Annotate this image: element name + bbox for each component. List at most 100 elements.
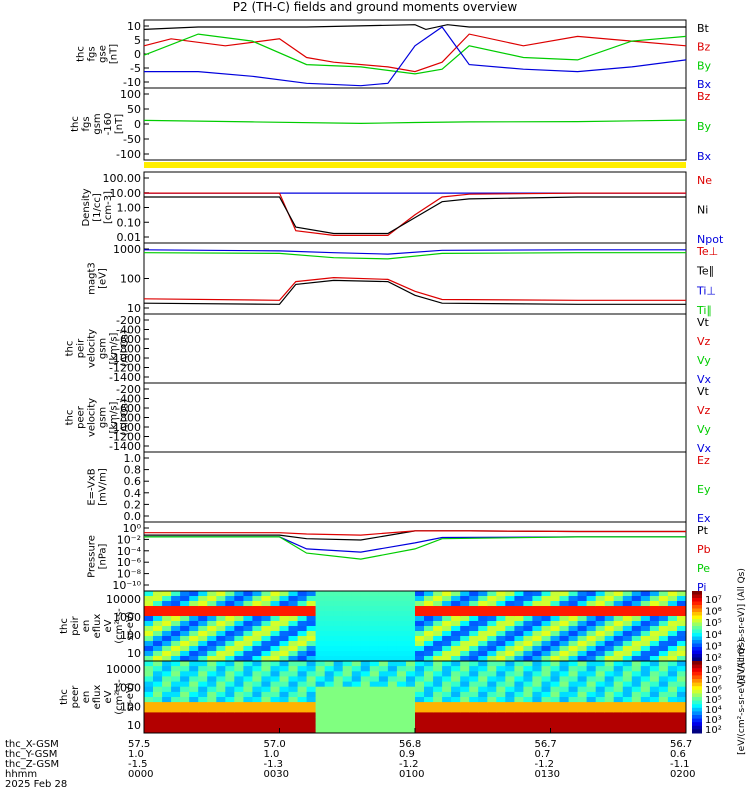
spectrogram-cell [550, 621, 560, 627]
colorbar-cell [692, 629, 702, 634]
spectrogram-cell [270, 676, 280, 682]
spectrogram-cell [649, 676, 660, 682]
series-line-Ti⊥ [143, 249, 686, 255]
spectrogram-cell [514, 686, 524, 693]
spectrogram-cell [279, 671, 289, 677]
spectrogram-cell [144, 651, 154, 657]
spectrogram-cell [378, 717, 389, 724]
spectrogram-cell [396, 707, 407, 713]
spectrogram-cell [577, 601, 588, 607]
spectrogram-cell [234, 681, 244, 688]
spectrogram-cell [640, 712, 651, 718]
spectrogram-cell [415, 651, 425, 657]
spectrogram-cell [360, 666, 371, 672]
spectrogram-cell [460, 606, 470, 612]
spectrogram-cell [622, 646, 633, 652]
spectrogram-cell [333, 676, 344, 682]
spectrogram-cell [442, 702, 452, 708]
spectrogram-cell [243, 656, 253, 662]
spectrogram-cell [243, 661, 253, 667]
spectrogram-cell [396, 616, 407, 622]
spectrogram-cell [270, 596, 280, 602]
spectrogram-cell [261, 691, 271, 698]
spectrogram-cell [261, 666, 271, 672]
spectrogram-cell [144, 601, 154, 607]
spectrogram-cell [613, 666, 624, 672]
spectrogram-cell [324, 671, 335, 677]
spectrogram-cell [225, 681, 235, 688]
spectrogram-cell [171, 646, 181, 652]
spectrogram-cell [541, 727, 551, 734]
colorbar-cell [692, 643, 702, 648]
spectrogram-cell [207, 712, 217, 718]
spectrogram-cell [577, 626, 588, 632]
spectrogram-cell [234, 591, 244, 597]
spectrogram-cell [216, 707, 226, 713]
spectrogram-cell [595, 676, 606, 682]
spectrogram-cell [460, 636, 470, 642]
spectrogram-cell [216, 611, 226, 617]
y-axis-label: magt3 [87, 262, 98, 295]
chart-title: P2 (TH-C) fields and ground moments over… [232, 0, 518, 14]
spectrogram-cell [550, 651, 560, 657]
spectrogram-cell [252, 676, 262, 682]
spectrogram-cell [270, 661, 280, 667]
spectrogram-cell [288, 606, 298, 612]
spectrogram-cell [279, 601, 289, 607]
spectrogram-cell [631, 727, 642, 734]
spectrogram-cell [613, 616, 624, 622]
spectrogram-cell [424, 681, 434, 688]
spectrogram-cell [622, 591, 633, 597]
spectrogram-cell [360, 636, 371, 642]
spectrogram-cell [568, 661, 579, 667]
spectrogram-cell [487, 722, 497, 729]
spectrogram-cell [369, 626, 380, 632]
spectrogram-cell [559, 727, 569, 734]
spectrogram-cell [496, 661, 506, 667]
spectrogram-cell [469, 596, 479, 602]
y-axis-label: [1/cc] [92, 193, 103, 222]
spectrogram-cell [333, 697, 344, 703]
spectrogram-cell [270, 722, 280, 729]
spectrogram-cell [234, 717, 244, 724]
spectrogram-cell [270, 707, 280, 713]
y-tick-label: -800 [116, 343, 141, 356]
spectrogram-cell [270, 717, 280, 724]
y-axis-label: gsm [98, 338, 109, 359]
y-axis-label: Pressure [87, 535, 98, 578]
spectrogram-cell [451, 641, 461, 647]
spectrogram-cell [514, 611, 524, 617]
spectrogram-cell [171, 631, 181, 637]
legend-entry: Ne [697, 174, 712, 187]
spectrogram-cell [478, 626, 488, 632]
colorbar-cell [692, 682, 702, 687]
spectrogram-cell [568, 671, 579, 677]
spectrogram-cell [415, 697, 425, 703]
spectrogram-cell [180, 606, 190, 612]
spectrogram-cell [369, 631, 380, 637]
spectrogram-cell [396, 641, 407, 647]
colorbar-cell [692, 661, 702, 666]
spectrogram-cell [225, 641, 235, 647]
spectrogram-cell [667, 671, 678, 677]
spectrogram-cell [153, 636, 163, 642]
spectrogram-cell [532, 596, 542, 602]
spectrogram-cell [478, 606, 488, 612]
spectrogram-cell [378, 616, 389, 622]
spectrogram-cell [279, 621, 289, 627]
spectrogram-cell [415, 641, 425, 647]
spectrogram-cell [460, 621, 470, 627]
spectrogram-cell [234, 651, 244, 657]
series-line-Te⊥ [143, 276, 686, 301]
y-axis-label: thc [65, 410, 76, 426]
spectrogram-cell [324, 727, 335, 734]
colorbar-cell [692, 675, 702, 680]
spectrogram-cell [451, 661, 461, 667]
spectrogram-cell [505, 681, 515, 688]
spectrogram-cell [451, 611, 461, 617]
spectrogram-cell [396, 691, 407, 698]
spectrogram-cell [162, 626, 172, 632]
spectrogram-cell [225, 666, 235, 672]
spectrogram-cell [523, 656, 533, 662]
